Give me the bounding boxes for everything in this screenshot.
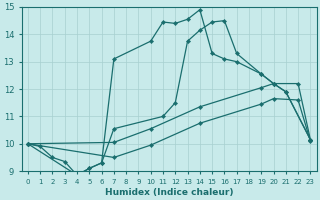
X-axis label: Humidex (Indice chaleur): Humidex (Indice chaleur) [105, 188, 233, 197]
